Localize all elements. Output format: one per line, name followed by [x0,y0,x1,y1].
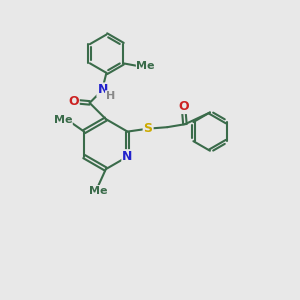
Text: O: O [68,95,79,108]
Text: O: O [178,100,189,113]
Text: Me: Me [89,186,108,196]
Text: N: N [98,83,108,96]
Text: Me: Me [136,61,155,71]
Text: N: N [122,150,133,163]
Text: Me: Me [54,115,72,125]
Text: H: H [106,91,115,101]
Text: S: S [144,122,153,135]
